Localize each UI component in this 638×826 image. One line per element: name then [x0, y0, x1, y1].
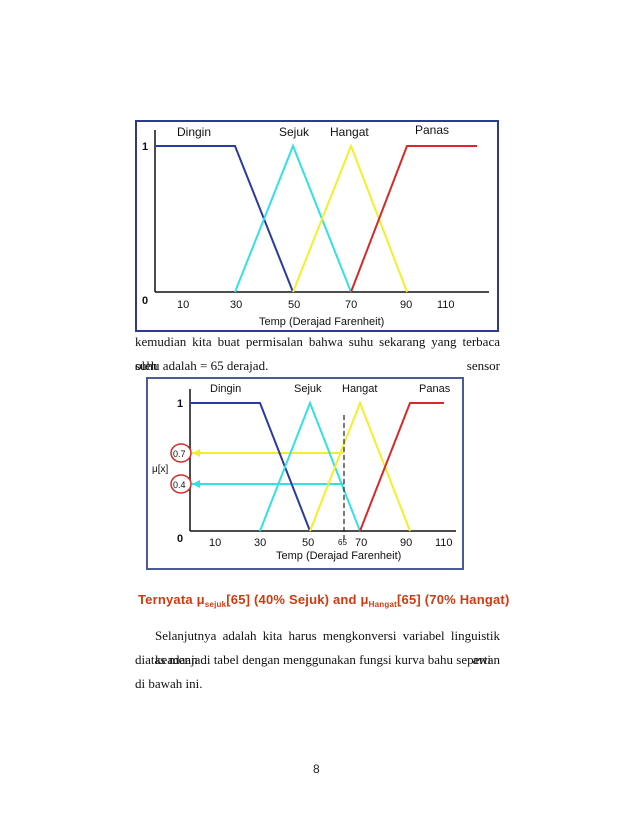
figure2-label-sejuk: Sejuk — [294, 383, 322, 395]
figure2-xtick: 70 — [355, 537, 367, 549]
figure2-mu-circle-sejuk — [170, 474, 192, 494]
figure1-xtick: 70 — [345, 299, 357, 311]
figure1-ytick-1: 1 — [142, 141, 148, 153]
figure2-xtick: 110 — [435, 537, 453, 549]
figure1-xtick: 30 — [230, 299, 242, 311]
figure1-xtick: 10 — [177, 299, 189, 311]
figure1-curve-dingin — [155, 145, 294, 293]
paragraph2-line1: Selanjutnya adalah kita harus mengkonver… — [155, 628, 500, 667]
paragraph1-line2-block: suhu adalah = 65 derajad. — [135, 354, 335, 378]
figure2-mu-circle-hangat — [170, 443, 192, 463]
figure2-curve-panas — [359, 402, 444, 532]
paragraph2-line1-block: Selanjutnya adalah kita harus mengkonver… — [155, 624, 500, 672]
figure2-hangat-arrow-head — [192, 449, 200, 457]
conclusion-part2: [65] (40% Sejuk) and μ — [226, 592, 369, 607]
figure1-xlabel: Temp (Derajad Farenheit) — [259, 316, 384, 328]
figure1-label-dingin: Dingin — [177, 125, 211, 139]
figure2-curve-hangat — [309, 400, 411, 532]
figure2-xtick: 30 — [254, 537, 266, 549]
figure2-xtick: 90 — [400, 537, 412, 549]
conclusion-sub-hangat: Hangat — [368, 600, 397, 609]
figure2-sejuk-arrow-head — [192, 480, 200, 488]
paragraph2-line2-block: diatas menjadi tabel dengan menggunakan … — [135, 648, 500, 696]
figure1-label-sejuk: Sejuk — [279, 125, 310, 139]
figure2-mu-value-sejuk: 0.4 — [173, 480, 186, 490]
paragraph2-line2: diatas menjadi tabel dengan menggunakan … — [135, 652, 491, 691]
figure2-label-hangat: Hangat — [342, 383, 377, 395]
conclusion-prefix: Ternyata μ — [138, 592, 205, 607]
conclusion-part3: [65] (70% Hangat) — [397, 592, 510, 607]
figure1-curve-sejuk — [234, 143, 352, 293]
paragraph1-line1: kemudian kita buat permisalan bahwa suhu… — [135, 334, 500, 373]
figure2-curve-sejuk — [259, 400, 361, 532]
conclusion-line: Ternyata μsejuk[65] (40% Sejuk) and μHan… — [138, 592, 518, 609]
figure2-marker-label: 65 — [338, 538, 347, 547]
conclusion-sub-sejuk: sejuk — [204, 600, 227, 609]
figure2-xtick: 10 — [209, 537, 221, 549]
figure2-label-dingin: Dingin — [210, 383, 241, 395]
figure2-label-panas: Panas — [419, 383, 451, 395]
figure1-xtick: 110 — [437, 299, 455, 311]
figure2-xlabel: Temp (Derajad Farenheit) — [276, 550, 401, 562]
figure1-ytick-0: 0 — [142, 295, 148, 307]
figure2-ylabel: μ[x] — [152, 464, 169, 475]
figure1-label-panas: Panas — [415, 123, 449, 137]
figure1-xtick: 90 — [400, 299, 412, 311]
paragraph1-line2: suhu adalah = 65 derajad. — [135, 358, 269, 373]
figure1-label-hangat: Hangat — [330, 125, 369, 139]
figure2-xtick: 50 — [302, 537, 314, 549]
figure1-curve-hangat — [292, 143, 408, 293]
figure2-chart: 0.7 0.4 μ[x] Dingin Sejuk Hangat Panas 1… — [146, 377, 464, 570]
figure1-svg: Dingin Sejuk Hangat Panas 1 0 10 30 50 7… — [142, 123, 489, 328]
figure2-mu-value-hangat: 0.7 — [173, 449, 186, 459]
paragraph1: kemudian kita buat permisalan bahwa suhu… — [135, 330, 500, 378]
page-number: 8 — [313, 762, 320, 776]
figure2-ytick-0: 0 — [177, 533, 183, 545]
figure2-ytick-1: 1 — [177, 398, 183, 410]
figure1-chart: Dingin Sejuk Hangat Panas 1 0 10 30 50 7… — [135, 120, 499, 332]
figure2-curve-dingin — [190, 402, 311, 532]
figure1-xtick: 50 — [288, 299, 300, 311]
figure2-svg: 0.7 0.4 μ[x] Dingin Sejuk Hangat Panas 1… — [152, 383, 456, 562]
figure1-curve-panas — [350, 145, 477, 293]
